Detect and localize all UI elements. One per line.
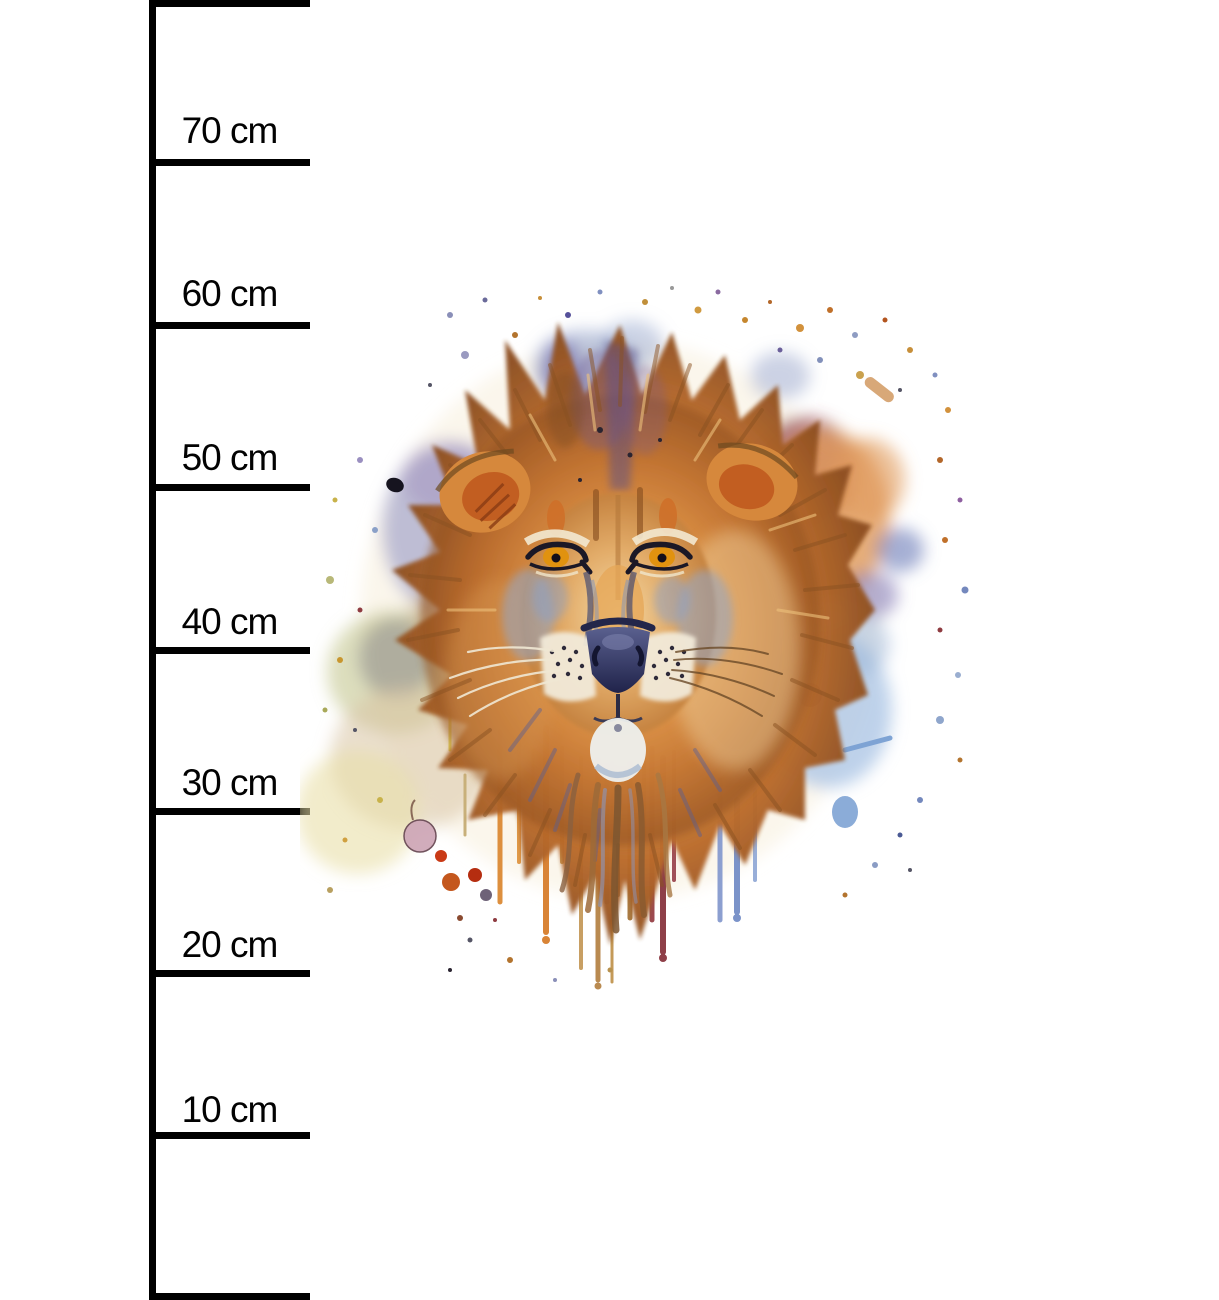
lion-beard [559,718,673,934]
ruler-label-30cm: 30 cm [181,762,279,803]
paint-speckles [322,286,969,982]
ruler-tick [149,484,310,491]
lion-muzzle [540,632,696,702]
lion-whiskers [448,646,783,718]
ruler-label-10cm: 10 cm [181,1089,279,1130]
lion-face [448,487,783,934]
paint-splat-cluster [403,799,492,921]
ruler-tick [149,647,310,654]
lion-watercolor-artwork [300,286,969,990]
ruler-label-60cm: 60 cm [181,273,279,314]
ruler-tick [149,1293,310,1300]
ruler-tick [149,1132,310,1139]
ruler-tick [149,808,310,815]
ruler-tick [149,159,310,166]
lion-ear-left [435,448,531,533]
ruler-tick [149,0,310,7]
lion-ear-right [706,442,799,521]
ruler-tick [149,322,310,329]
ruler-tick [149,970,310,977]
lion-nose [580,617,656,723]
ruler-label-40cm: 40 cm [181,601,279,642]
ruler-label-50cm: 50 cm [181,437,279,478]
ruler-label-20cm: 20 cm [181,924,279,965]
ruler-label-70cm: 70 cm [181,110,279,151]
